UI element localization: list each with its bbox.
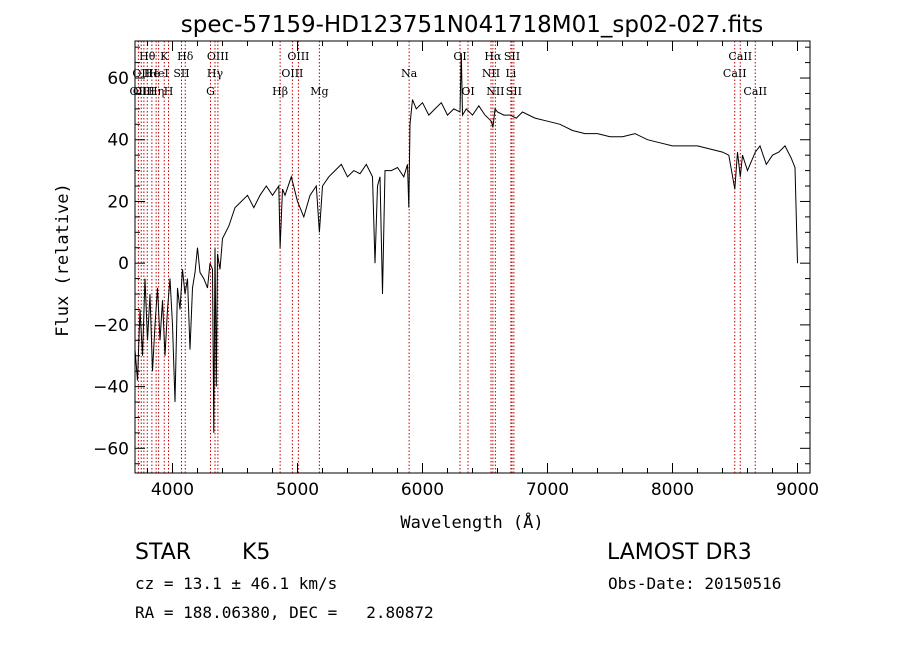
line-marker-label: OI — [453, 50, 466, 63]
redshift-value: cz = 13.1 ± 46.1 km/s — [135, 574, 338, 593]
line-marker-label: NII — [486, 85, 504, 98]
line-marker-label: Hη — [148, 85, 164, 98]
line-marker-label: Na — [401, 67, 418, 80]
x-tick-label: 4000 — [151, 480, 194, 500]
x-tick-label: 8000 — [651, 480, 694, 500]
line-marker-label: Hα — [484, 50, 502, 63]
object-subclass: K5 — [242, 540, 271, 565]
line-marker-label: OII — [130, 85, 148, 98]
y-axis-ticks: −60 −40 −20 0 20 40 60 — [93, 46, 810, 465]
coordinates: RA = 188.06380, DEC = 2.80872 — [135, 603, 434, 622]
line-marker-label: Hθ — [139, 50, 156, 63]
x-axis-label: Wavelength (Å) — [400, 511, 543, 533]
line-marker-label: OIII — [287, 50, 309, 63]
line-marker-label: Li — [505, 67, 516, 80]
survey-name: LAMOST DR3 — [607, 540, 752, 565]
line-marker-label: K — [160, 50, 169, 63]
spectrum-chart: spec-57159-HD123751N041718M01_sp02-027.f… — [53, 12, 819, 533]
line-marker-label: CaII — [723, 67, 747, 80]
line-marker-label: SII — [173, 67, 189, 80]
line-marker-label: H — [164, 85, 174, 98]
line-marker-labels: OIIOIIOIIIHθHeHηHeIKHSIIHδGHγOIIIHβOIIIO… — [130, 50, 768, 98]
line-marker-label: OIII — [207, 50, 229, 63]
line-marker-label: SII — [506, 85, 522, 98]
x-tick-label: 6000 — [401, 480, 444, 500]
x-axis-ticks: 4000 5000 6000 7000 8000 9000 — [147, 41, 819, 500]
x-tick-label: 5000 — [276, 480, 319, 500]
line-marker-label: Hγ — [207, 67, 224, 80]
plot-frame — [134, 40, 811, 474]
y-tick-label: −20 — [93, 316, 129, 336]
y-tick-label: 0 — [118, 254, 129, 274]
line-marker-label: HeI — [148, 67, 168, 80]
line-marker-label: CaII — [743, 85, 767, 98]
line-marker-label: G — [206, 85, 215, 98]
line-marker-label: NII — [482, 67, 500, 80]
line-marker-label: Hβ — [272, 85, 288, 98]
line-marker-label: Mg — [310, 85, 328, 98]
line-marker-label: CaII — [728, 50, 752, 63]
line-marker-label: SII — [504, 50, 520, 63]
object-class: STAR — [135, 540, 192, 565]
y-tick-label: −40 — [93, 378, 129, 398]
flux-series-line — [134, 53, 798, 433]
y-tick-label: 20 — [107, 192, 129, 212]
chart-title: spec-57159-HD123751N041718M01_sp02-027.f… — [181, 12, 763, 38]
line-marker-label: OI — [461, 85, 474, 98]
line-marker-label: Hδ — [177, 50, 194, 63]
x-tick-label: 9000 — [776, 480, 819, 500]
line-marker-label: He — [144, 67, 160, 80]
y-tick-label: −60 — [93, 439, 129, 459]
line-marker-label: OIII — [133, 85, 155, 98]
x-tick-label: 7000 — [526, 480, 569, 500]
y-tick-label: 40 — [107, 131, 129, 151]
line-marker-label: OIII — [281, 67, 303, 80]
y-tick-label: 60 — [107, 69, 129, 89]
observation-date: Obs-Date: 20150516 — [608, 574, 782, 593]
line-marker-label: OII — [132, 67, 150, 80]
line-markers — [137, 41, 756, 473]
y-axis-label: Flux (relative) — [53, 183, 73, 337]
